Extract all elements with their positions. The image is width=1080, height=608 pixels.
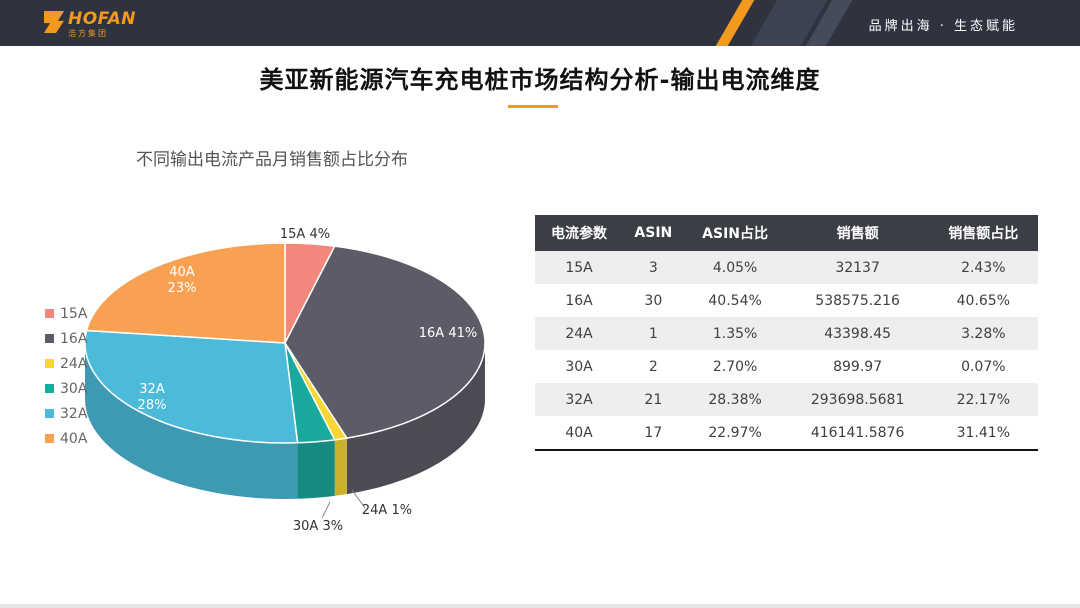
legend-swatch-24A	[45, 359, 54, 368]
table-row: 30A 2 2.70% 899.97 0.07%	[535, 350, 1038, 383]
legend-label-15A: 15A	[60, 306, 88, 322]
legend-label-24A: 24A	[60, 356, 88, 372]
data-table: 电流参数 ASIN ASIN占比 销售额 销售额占比 15A 3 4.05% 3…	[535, 215, 1038, 451]
table-cell: 2.43%	[928, 251, 1038, 284]
table-cell: 293698.5681	[786, 383, 929, 416]
chart-subtitle: 不同输出电流产品月销售额占比分布	[136, 150, 408, 170]
table-cell: 21	[623, 383, 684, 416]
table-cell: 40.65%	[956, 292, 1010, 309]
table-cell: 30	[644, 292, 663, 309]
pie-slice-32A	[84, 329, 299, 444]
legend-swatch-16A	[45, 334, 54, 343]
table-cell: 32A	[535, 383, 624, 416]
pie-side-16A	[346, 343, 485, 495]
data-label-32A: 32A 28%	[138, 382, 167, 413]
table-cell: 32137	[786, 251, 929, 284]
page-title: 美亚新能源汽车充电桩市场结构分析-输出电流维度	[259, 66, 821, 94]
pie-slice-40A	[85, 242, 286, 344]
table-cell: 1	[623, 317, 684, 350]
table-cell: 22.97%	[683, 416, 787, 451]
legend-swatch-32A	[45, 409, 54, 418]
legend-swatch-40A	[45, 434, 54, 443]
footer-line	[0, 604, 1080, 608]
table-cell: 40.54%	[708, 292, 762, 309]
table-cell: 17	[623, 416, 684, 451]
table-cell: 899.97	[833, 358, 883, 375]
logo-subtitle: 浩方集团	[68, 29, 108, 38]
header-current: 电流参数	[535, 215, 624, 251]
pie-side-24A	[334, 438, 347, 496]
legend-swatch-30A	[45, 384, 54, 393]
header-asin: ASIN	[623, 215, 684, 251]
table-cell: 2	[648, 358, 658, 375]
header-sales: 销售额	[786, 215, 929, 251]
legend-label-30A: 30A	[60, 381, 88, 397]
table-cell: 40A	[535, 416, 624, 451]
data-label-24A: 24A 1%	[362, 503, 412, 518]
table-cell: 538575.216	[815, 292, 900, 309]
table-cell: 2.70%	[712, 358, 758, 375]
table-row: 32A 21 28.38% 293698.5681 22.17%	[535, 383, 1038, 416]
table-header-row: 电流参数 ASIN ASIN占比 销售额 销售额占比	[535, 215, 1038, 251]
company-logo: HOFAN 浩方集团	[44, 9, 136, 39]
table-cell: 16A	[565, 292, 593, 309]
title-underline	[508, 105, 558, 108]
legend-label-40A: 40A	[60, 431, 88, 447]
table-cell: 22.17%	[928, 383, 1038, 416]
pie-side-30A	[297, 439, 335, 499]
table-cell: 31.41%	[928, 416, 1038, 451]
label-leader-line	[321, 501, 331, 519]
table-cell: 24A	[535, 317, 624, 350]
table-cell: 15A	[535, 251, 624, 284]
pie-side-32A	[85, 343, 298, 499]
table-cell: 43398.45	[786, 317, 929, 350]
table-cell: 30A	[565, 358, 593, 375]
legend-label-16A: 16A	[60, 331, 88, 347]
header-sales-share: 销售额占比	[928, 215, 1038, 251]
table-cell: 28.38%	[683, 383, 787, 416]
table-cell: 0.07%	[961, 358, 1006, 375]
legend-swatch-15A	[45, 309, 54, 318]
header-slogan: 品牌出海 · 生态赋能	[868, 19, 1018, 34]
data-label-40A: 40A 23%	[168, 265, 197, 296]
data-label-16A: 16A 41%	[419, 326, 477, 341]
label-leader-line	[351, 489, 366, 509]
data-label-30A: 30A 3%	[293, 519, 343, 534]
table-cell: 3	[623, 251, 684, 284]
logo-name: HOFAN	[68, 9, 136, 29]
table-cell: 3.28%	[928, 317, 1038, 350]
logo-mark-icon	[44, 11, 64, 33]
data-label-15A: 15A 4%	[280, 227, 330, 242]
pie-slice-16A	[284, 245, 486, 439]
pie-chart: 15A 4% 16A 41% 24A 1% 30A 3% 32A 28% 40A 23% 15A…	[45, 227, 486, 534]
table-row: 40A 17 22.97% 416141.5876 31.41%	[535, 416, 1038, 451]
legend-label-32A: 32A	[60, 406, 88, 422]
header-asin-share: ASIN占比	[683, 215, 787, 251]
table-row: 16A 30 40.54% 538575.216 40.65%	[535, 284, 1038, 317]
header-bar: HOFAN 浩方集团 品牌出海 · 生态赋能	[0, 0, 1080, 46]
table-cell: 1.35%	[683, 317, 787, 350]
table-row: 15A 3 4.05% 32137 2.43%	[535, 251, 1038, 284]
table-cell: 4.05%	[683, 251, 787, 284]
table-row: 24A 1 1.35% 43398.45 3.28%	[535, 317, 1038, 350]
table-cell: 416141.5876	[786, 416, 929, 451]
